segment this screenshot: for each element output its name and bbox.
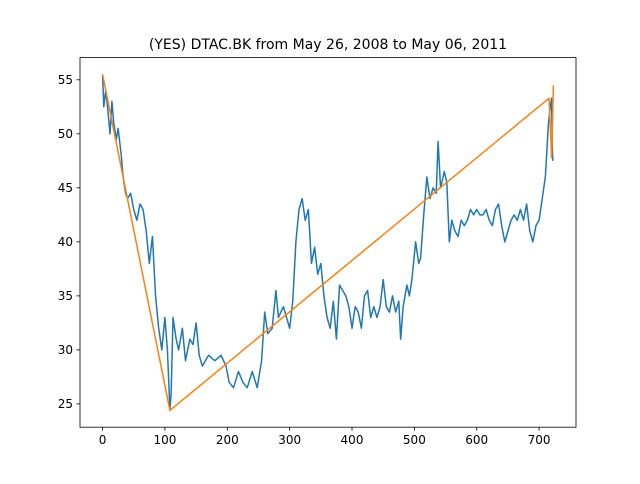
plot-frame [79, 57, 577, 428]
x-tick-label: 200 [216, 433, 239, 447]
x-tick-label: 100 [153, 433, 176, 447]
x-tick-label: 700 [528, 433, 551, 447]
y-tick-label: 45 [58, 181, 73, 195]
x-tick-label: 0 [99, 433, 107, 447]
x-tick-label: 400 [341, 433, 364, 447]
y-tick-label: 50 [58, 127, 73, 141]
y-tick-label: 35 [58, 289, 73, 303]
y-tick-label: 55 [58, 73, 73, 87]
x-tick-label: 500 [403, 433, 426, 447]
x-tick-label: 600 [465, 433, 488, 447]
y-tick-label: 30 [58, 343, 73, 357]
y-tick-label: 40 [58, 235, 73, 249]
chart-title: (YES) DTAC.BK from May 26, 2008 to May 0… [149, 37, 507, 53]
line-series [101, 74, 554, 411]
y-tick-label: 25 [58, 397, 73, 411]
x-tick-label: 300 [278, 433, 301, 447]
line-series [101, 74, 555, 412]
